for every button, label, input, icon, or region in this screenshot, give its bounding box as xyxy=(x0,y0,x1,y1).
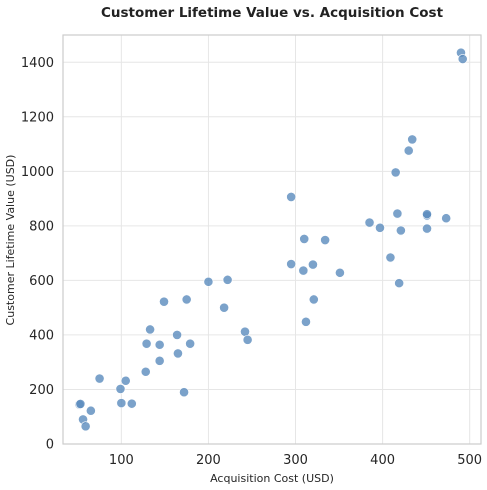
data-point xyxy=(159,296,169,307)
x-tick-label: 500 xyxy=(457,453,482,468)
data-point xyxy=(298,265,309,276)
data-point xyxy=(403,145,414,156)
data-point xyxy=(286,259,297,269)
data-point xyxy=(299,234,310,244)
y-tick-label: 1400 xyxy=(21,56,54,71)
data-point xyxy=(75,399,86,409)
data-point xyxy=(242,334,253,345)
data-point xyxy=(172,330,182,340)
y-tick-label: 1000 xyxy=(21,165,54,180)
data-point xyxy=(286,192,297,202)
data-point xyxy=(181,294,192,305)
data-point xyxy=(145,324,155,335)
data-point xyxy=(154,355,165,366)
data-point xyxy=(219,302,230,313)
data-point xyxy=(308,259,318,270)
data-point xyxy=(335,267,345,278)
data-point xyxy=(240,326,250,337)
x-tick-label: 400 xyxy=(370,453,395,468)
data-point xyxy=(120,375,131,386)
data-point xyxy=(179,387,189,398)
data-point xyxy=(457,54,468,64)
y-tick-label: 400 xyxy=(29,328,54,343)
data-point xyxy=(375,222,385,233)
data-point xyxy=(115,384,126,394)
data-point xyxy=(94,373,105,384)
data-point xyxy=(173,348,183,359)
chart-title: Customer Lifetime Value vs. Acquisition … xyxy=(101,5,444,21)
data-point xyxy=(222,274,233,285)
data-point xyxy=(141,338,152,349)
x-tick-label: 100 xyxy=(109,453,134,468)
y-axis-label: Customer Lifetime Value (USD) xyxy=(4,155,17,326)
x-tick-labels: 100 200 300 400 500 xyxy=(109,453,482,468)
y-tick-label: 1200 xyxy=(21,110,54,125)
data-point xyxy=(395,225,406,236)
data-point xyxy=(85,405,96,416)
data-point xyxy=(301,316,311,327)
x-tick-label: 200 xyxy=(196,453,221,468)
data-point xyxy=(185,338,196,349)
data-point xyxy=(392,208,403,219)
data-point xyxy=(126,398,137,409)
data-point xyxy=(308,294,319,305)
y-tick-label: 0 xyxy=(46,438,54,453)
plot-frame xyxy=(62,34,482,445)
data-point xyxy=(394,278,405,289)
y-tick-label: 800 xyxy=(29,219,54,234)
data-point xyxy=(407,134,418,145)
x-axis-label: Acquisition Cost (USD) xyxy=(210,472,334,485)
data-point xyxy=(320,235,331,245)
data-point xyxy=(80,421,91,432)
data-point xyxy=(154,339,165,350)
y-tick-label: 600 xyxy=(29,274,54,289)
y-tick-label: 200 xyxy=(29,383,54,398)
data-point xyxy=(116,398,127,408)
data-point xyxy=(441,213,452,224)
data-points xyxy=(74,47,468,432)
data-point xyxy=(422,223,432,234)
y-tick-labels: 0 200 400 600 800 1000 1200 1400 xyxy=(21,56,54,453)
data-point xyxy=(385,252,396,263)
data-point xyxy=(390,167,401,178)
x-tick-label: 300 xyxy=(283,453,308,468)
data-point xyxy=(203,276,214,287)
data-point xyxy=(140,366,151,377)
data-point xyxy=(422,209,432,220)
data-point xyxy=(364,217,375,228)
